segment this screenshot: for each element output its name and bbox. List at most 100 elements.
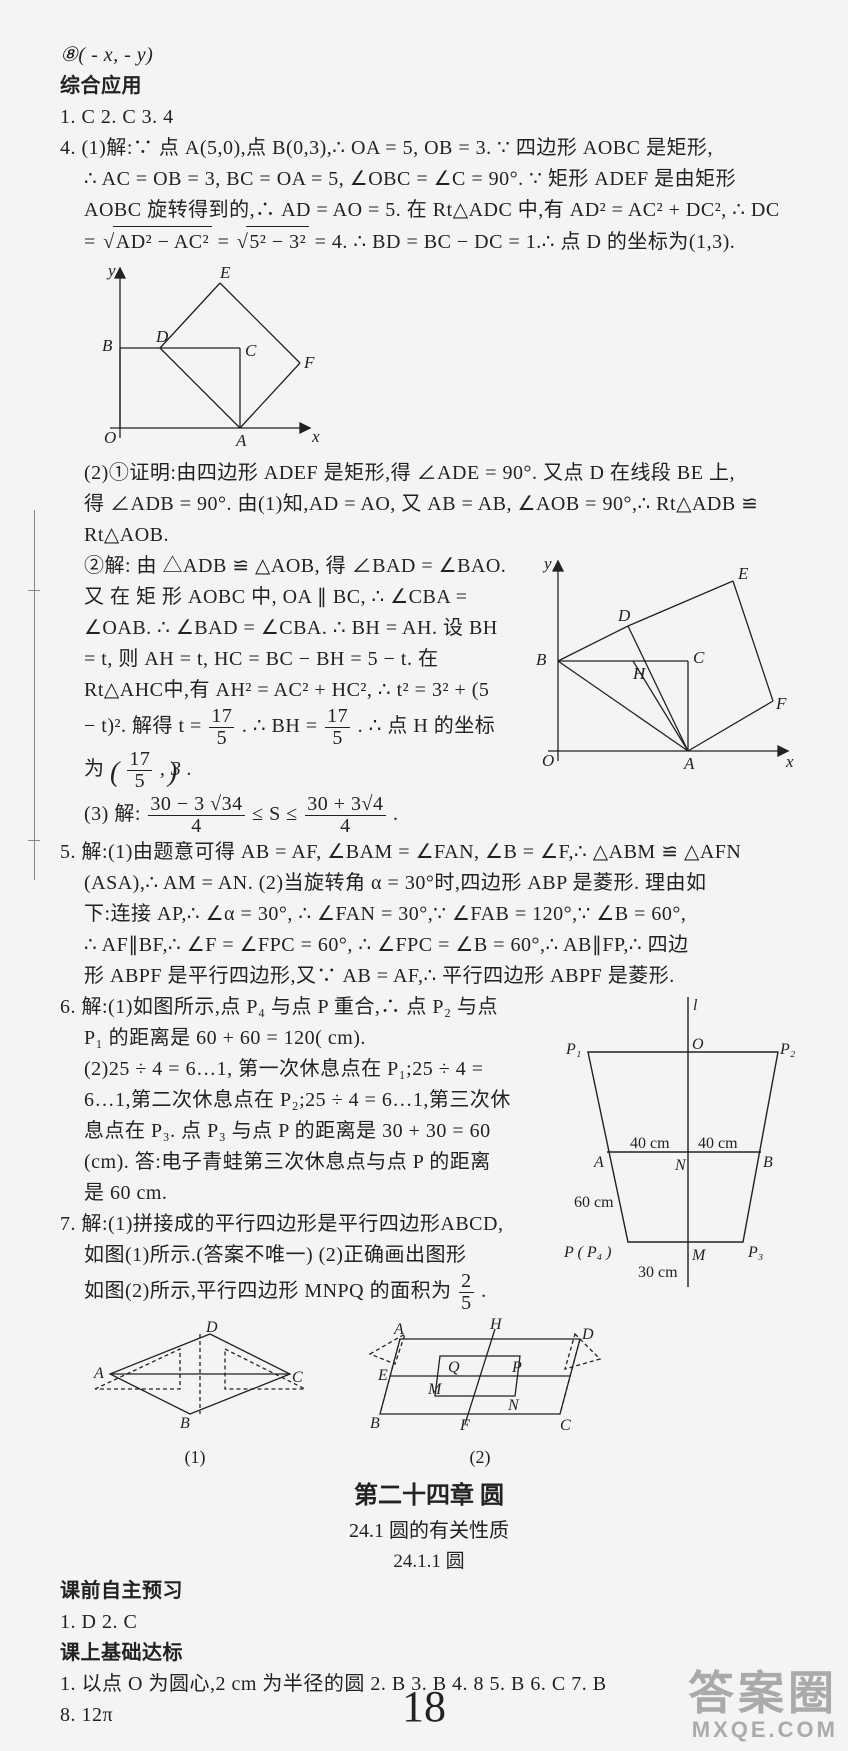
svg-text:A: A	[683, 754, 695, 773]
section-heading: 课上基础达标	[60, 1638, 798, 1669]
svg-text:A: A	[235, 431, 247, 450]
svg-text:C: C	[292, 1369, 303, 1386]
body-text: 形 ABPF 是平行四边形,又∵ AB = AF,∴ 平行四边形 ABPF 是菱…	[60, 961, 798, 992]
svg-text:O: O	[692, 1036, 704, 1053]
body-text: 7. 解:(1)拼接成的平行四边形是平行四边形ABCD,	[60, 1209, 548, 1240]
body-text: ②解: 由 △ADB ≌ △AOB, 得 ∠BAD = ∠BAO.	[84, 551, 508, 582]
watermark: 答案圈 MXQE.COM	[688, 1670, 838, 1741]
body-text: − t)². 解得 t = 175 . ∴ BH = 175 . ∴ 点 H 的…	[84, 706, 508, 749]
body-text: 又 在 矩 形 AOBC 中, OA ∥ BC, ∴ ∠CBA =	[84, 582, 508, 613]
svg-text:y: y	[106, 261, 116, 280]
margin-tick	[28, 840, 40, 842]
svg-text:P₁: P₁	[565, 1041, 581, 1058]
body-text: ∴ AF∥BF,∴ ∠F = ∠FPC = 60°, ∴ ∠FPC = ∠B =…	[60, 930, 798, 961]
body-text: 6. 解:(1)如图所示,点 P₄ 与点 P 重合,∴ 点 P₂ 与点	[60, 992, 548, 1023]
figure-caption: (2)	[350, 1444, 610, 1472]
svg-text:B: B	[763, 1154, 773, 1171]
svg-text:N: N	[507, 1397, 520, 1414]
subsection-title: 24.1.1 圆	[60, 1547, 798, 1576]
body-text: Rt△AHC中,有 AH² = AC² + HC², ∴ t² = 3² + (…	[84, 675, 508, 706]
body-text: AOBC 旋转得到的,∴ AD = AO = 5. 在 Rt△ADC 中,有 A…	[60, 195, 798, 226]
svg-text:F: F	[775, 694, 787, 713]
watermark-text-cn: 答案圈	[688, 1670, 838, 1718]
svg-text:60 cm: 60 cm	[574, 1194, 614, 1211]
svg-text:B: B	[536, 650, 547, 669]
body-text: ∴ AC = OB = 3, BC = OA = 5, ∠OBC = ∠C = …	[60, 164, 798, 195]
svg-text:E: E	[377, 1367, 388, 1384]
figure-row: A D C B (1) A	[60, 1314, 798, 1472]
svg-text:H: H	[489, 1316, 503, 1333]
section-heading: 综合应用	[60, 71, 798, 102]
svg-text:M: M	[691, 1247, 707, 1264]
svg-text:E: E	[219, 263, 231, 282]
body-text: ∠OAB. ∴ ∠BAD = ∠CBA. ∴ BH = AH. 设 BH	[84, 613, 508, 644]
text-with-figure: 6. 解:(1)如图所示,点 P₄ 与点 P 重合,∴ 点 P₂ 与点 P₁ 的…	[60, 992, 798, 1314]
body-text: (3) 解: 30 − 3 √344 ≤ S ≤ 30 + 3√44 .	[84, 794, 508, 837]
body-text: 如图(1)所示.(答案不唯一) (2)正确画出图形	[60, 1240, 548, 1271]
svg-text:A: A	[93, 1365, 104, 1382]
svg-text:B: B	[370, 1415, 380, 1432]
svg-text:E: E	[737, 564, 749, 583]
body-text: P₁ 的距离是 60 + 60 = 120( cm).	[60, 1023, 548, 1054]
svg-text:40 cm: 40 cm	[698, 1135, 738, 1152]
body-text: 为 ( 175 , 3 . )	[84, 749, 508, 794]
svg-text:N: N	[674, 1157, 687, 1174]
body-text: = √AD² − AC² = √5² − 3² = 4. ∴ BD = BC −…	[60, 226, 798, 258]
svg-text:30 cm: 30 cm	[638, 1264, 678, 1281]
body-text: (ASA),∴ AM = AN. (2)当旋转角 α = 30°时,四边形 AB…	[60, 868, 798, 899]
svg-text:x: x	[785, 752, 794, 771]
svg-text:M: M	[427, 1381, 443, 1398]
svg-text:C: C	[245, 341, 257, 360]
svg-text:O: O	[542, 751, 554, 770]
svg-text:l: l	[693, 997, 698, 1014]
body-text: = t, 则 AH = t, HC = BC − BH = 5 − t. 在	[84, 644, 508, 675]
svg-text:H: H	[632, 664, 647, 683]
svg-text:P₃: P₃	[747, 1244, 763, 1261]
figure-parallelogram-2: A H D E Q P M N B F C (2)	[350, 1314, 610, 1472]
short-answers: 1. D 2. C	[60, 1607, 798, 1638]
watermark-text-en: MXQE.COM	[688, 1718, 838, 1741]
svg-text:B: B	[102, 336, 113, 355]
short-answers: 1. C 2. C 3. 4	[60, 102, 798, 133]
body-text: Rt△AOB.	[60, 520, 798, 551]
svg-text:D: D	[155, 327, 169, 346]
svg-text:O: O	[104, 428, 116, 447]
svg-text:P₂: P₂	[779, 1041, 796, 1058]
section-title: 24.1 圆的有关性质	[60, 1516, 798, 1547]
figure-caption: (1)	[80, 1444, 310, 1472]
text-with-figure: ②解: 由 △ADB ≌ △AOB, 得 ∠BAD = ∠BAO. 又 在 矩 …	[60, 551, 798, 837]
svg-text:40 cm: 40 cm	[630, 1135, 670, 1152]
svg-text:A: A	[593, 1154, 604, 1171]
svg-text:D: D	[205, 1319, 218, 1336]
svg-text:F: F	[303, 353, 315, 372]
body-text: 4. (1)解:∵ 点 A(5,0),点 B(0,3),∴ OA = 5, OB…	[60, 133, 798, 164]
body-text: 是 60 cm.	[60, 1178, 548, 1209]
svg-text:C: C	[693, 648, 705, 667]
svg-text:P ( P₄ ): P ( P₄ )	[563, 1244, 611, 1261]
figure-1: O A B D C E F x y	[60, 258, 798, 458]
section-heading: 课前自主预习	[60, 1576, 798, 1607]
svg-text:B: B	[180, 1415, 190, 1432]
svg-text:P: P	[511, 1359, 522, 1376]
svg-text:C: C	[560, 1417, 571, 1434]
body-text: 息点在 P₃. 点 P₃ 与点 P 的距离是 30 + 30 = 60	[60, 1116, 548, 1147]
svg-text:D: D	[581, 1326, 594, 1343]
figure-parallelogram-1: A D C B (1)	[80, 1314, 310, 1472]
figure-trapezoid: l P₁ P₂ P₃ P ( P₄ ) O A B N M 40 cm 40 c…	[558, 992, 798, 1292]
answer-line: ⑧( - x, - y)	[60, 40, 798, 71]
body-text: 5. 解:(1)由题意可得 AB = AF, ∠BAM = ∠FAN, ∠B =…	[60, 837, 798, 868]
svg-text:D: D	[617, 606, 631, 625]
body-text: (2)25 ÷ 4 = 6…1, 第一次休息点在 P₁;25 ÷ 4 =	[60, 1054, 548, 1085]
margin-tick	[28, 590, 40, 592]
body-text: 得 ∠ADB = 90°. 由(1)知,AD = AO, 又 AB = AB, …	[60, 489, 798, 520]
page: ⑧( - x, - y) 综合应用 1. C 2. C 3. 4 4. (1)解…	[0, 0, 848, 1751]
body-text: (2)①证明:由四边形 ADEF 是矩形,得 ∠ADE = 90°. 又点 D …	[60, 458, 798, 489]
figure-2: O A B H C D E F x y	[518, 551, 798, 781]
body-text: (cm). 答:电子青蛙第三次休息点与点 P 的距离	[60, 1147, 548, 1178]
body-text: 6…1,第二次休息点在 P₂;25 ÷ 4 = 6…1,第三次休	[60, 1085, 548, 1116]
svg-text:Q: Q	[448, 1359, 460, 1376]
svg-text:A: A	[393, 1321, 404, 1338]
margin-rule	[34, 510, 36, 880]
svg-text:y: y	[542, 554, 552, 573]
body-text: 如图(2)所示,平行四边形 MNPQ 的面积为 25 .	[60, 1271, 548, 1314]
